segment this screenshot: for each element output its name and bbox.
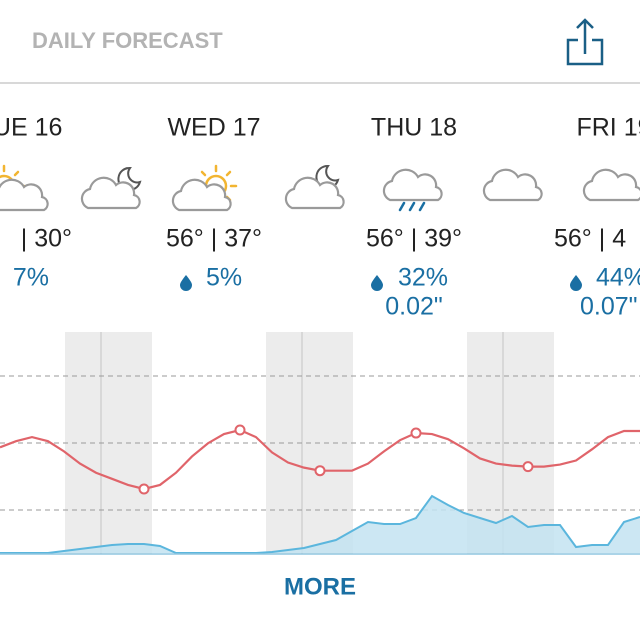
temperature-marker (314, 465, 326, 477)
day-label: THU 18 (371, 114, 457, 142)
hourly-chart (0, 332, 640, 554)
temp-range: 56° | 39° (366, 225, 462, 253)
precip-chance: 44% (596, 264, 640, 292)
precip-amount: 0.02" (385, 293, 443, 321)
precip-area (0, 496, 640, 553)
precip-line (0, 494, 640, 554)
temperature-marker (410, 427, 422, 439)
precip-amount: 0.07" (580, 293, 638, 321)
temperature-marker (138, 483, 150, 495)
day-label: TUE 16 (0, 114, 62, 142)
share-button[interactable] (566, 18, 604, 66)
precip-chance: 7% (13, 264, 49, 292)
day-label: FRI 19 (576, 114, 640, 142)
temp-range: 56° | 4 (554, 225, 626, 253)
screen-title: DAILY FORECAST (32, 28, 223, 53)
temp-range: | 30° (21, 225, 72, 253)
temp-range: 56° | 37° (166, 225, 262, 253)
more-button[interactable]: MORE (284, 573, 356, 600)
day-label: WED 17 (167, 114, 260, 142)
temperature-marker (522, 461, 534, 473)
temperature-marker (234, 424, 246, 436)
weather-icons (0, 164, 640, 212)
day-columns: TUE 16 WED 17 THU 18 FRI 19 | 30° 56° | … (0, 114, 640, 321)
precip-chance: 5% (206, 264, 242, 292)
precip-chance: 32% (398, 264, 448, 292)
